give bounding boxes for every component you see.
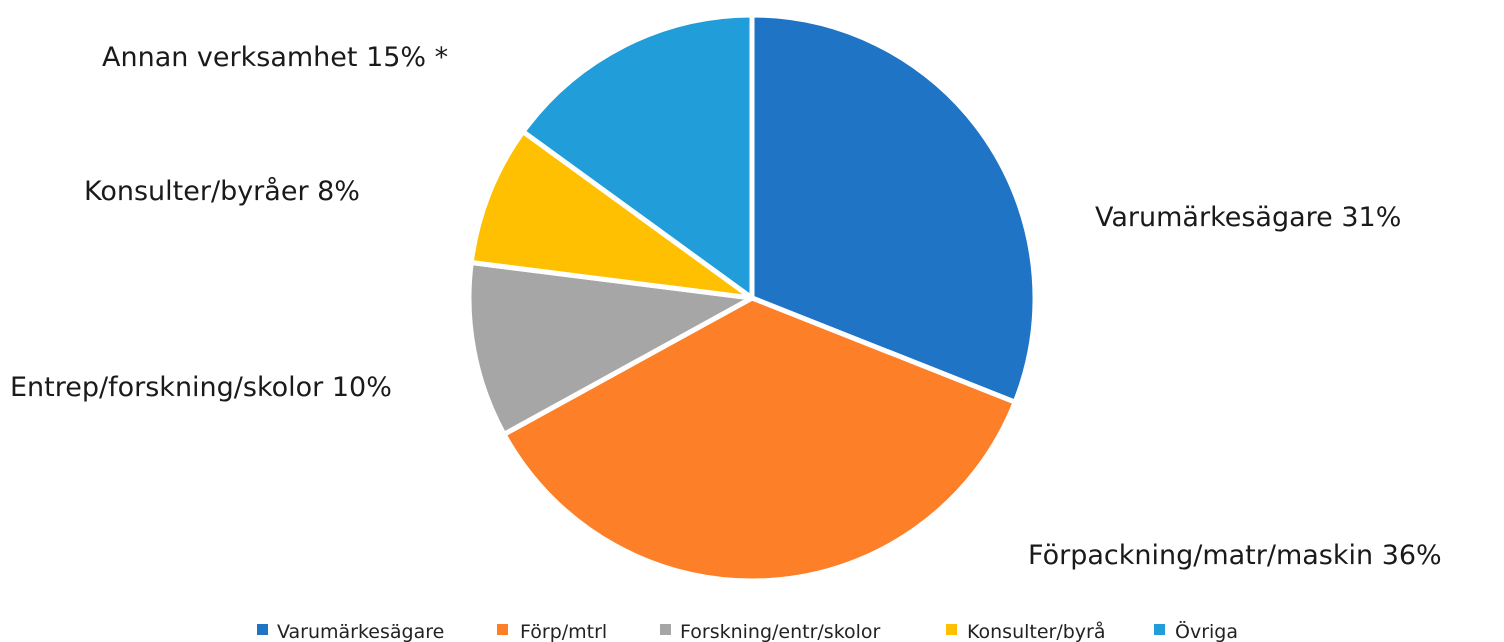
legend-swatch-konsulter [946, 624, 957, 635]
legend-swatch-varumarkesagare [257, 624, 268, 635]
legend-swatch-forskning [660, 624, 671, 635]
legend-label-forskning: Forskning/entr/skolor [680, 621, 881, 642]
pie-slice-1 [501, 295, 1018, 584]
pie-slice-0 [749, 12, 1038, 405]
pie-slice-4 [520, 12, 755, 301]
legend-label-ovriga: Övriga [1175, 620, 1238, 642]
legend-swatch-ovriga [1154, 624, 1165, 635]
slice-label-varumarkesagare: Varumärkesägare 31% [1095, 202, 1401, 233]
slice-labels: Varumärkesägare 31% Förpackning/matr/mas… [10, 42, 1442, 571]
slice-label-forpackning: Förpackning/matr/maskin 36% [1028, 540, 1442, 571]
legend-label-varumarkesagare: Varumärkesägare [277, 621, 444, 642]
pie-slice-2 [466, 260, 755, 437]
slice-label-annan: Annan verksamhet 15% * [102, 42, 448, 73]
pie-slice-3 [468, 129, 755, 301]
legend-label-konsulter: Konsulter/byrå [967, 620, 1106, 642]
legend-label-forp: Förp/mtrl [520, 621, 607, 642]
slice-label-konsulter: Konsulter/byråer 8% [84, 176, 360, 207]
pie-slices [466, 12, 1038, 584]
legend: Varumärkesägare Förp/mtrl Forskning/entr… [257, 620, 1238, 642]
legend-swatch-forp [497, 624, 508, 635]
slice-label-entrep: Entrep/forskning/skolor 10% [10, 372, 392, 403]
